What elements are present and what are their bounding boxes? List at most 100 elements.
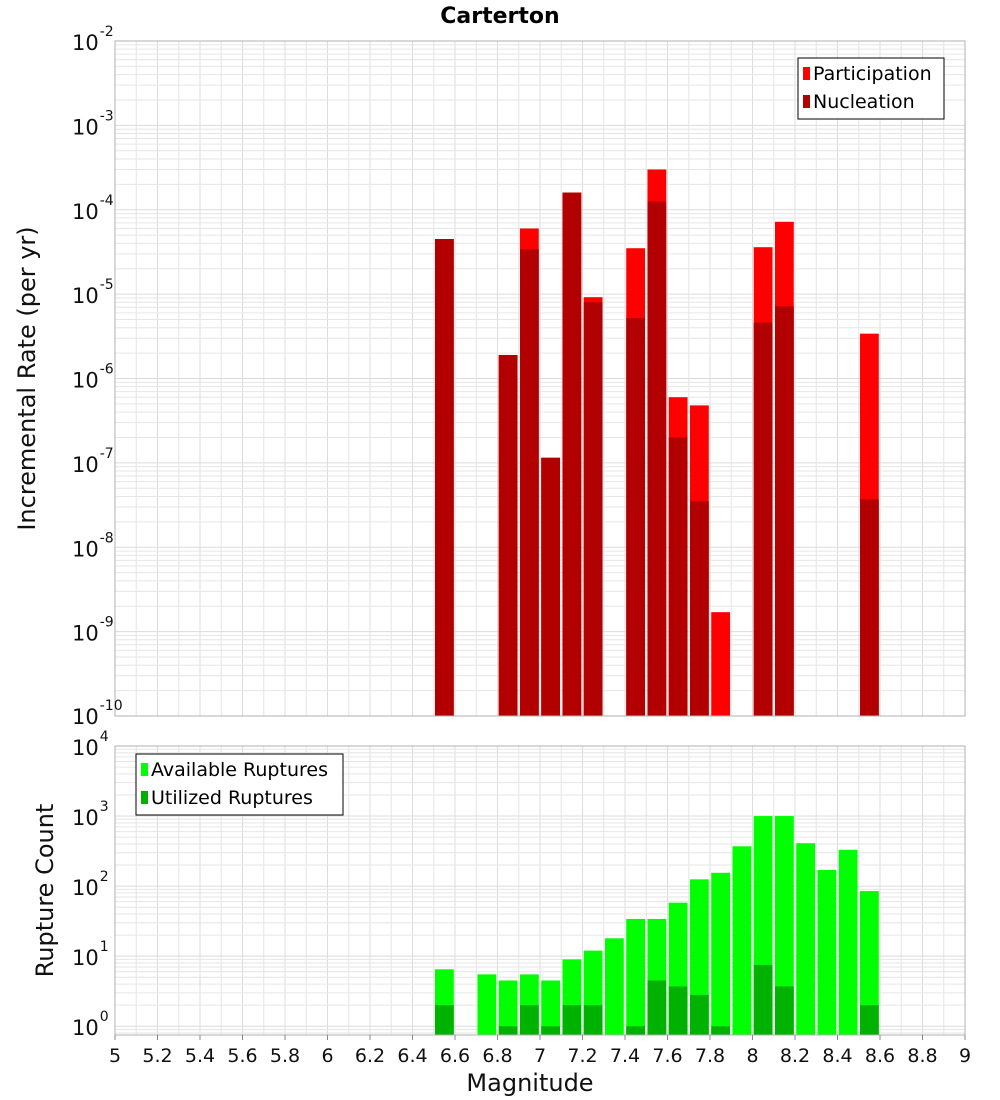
bar-available-ruptures xyxy=(541,980,561,1035)
x-tick-label: 5.8 xyxy=(270,1045,300,1067)
legend-swatch-available-ruptures xyxy=(141,763,148,776)
legend-swatch-nucleation xyxy=(803,95,810,108)
y-tick-label: 104 xyxy=(72,729,109,760)
bar-nucleation xyxy=(583,302,603,716)
bar-utilized-ruptures xyxy=(668,986,688,1035)
bar-nucleation xyxy=(647,201,667,716)
x-tick-label: 6.8 xyxy=(482,1045,512,1067)
bars xyxy=(434,169,879,717)
x-tick-label: 8.6 xyxy=(865,1045,895,1067)
horizontal-gridlines xyxy=(115,748,965,1034)
rate-panel: 10-2 10-3 10-4 10-5 10-6 10-7 10-8 10-9 10-10 Inc… xyxy=(13,24,966,729)
bar-utilized-ruptures xyxy=(541,1026,561,1035)
y-tick-labels: 10-2 10-3 10-4 10-5 10-6 10-7 10-8 10-9 10-10 xyxy=(72,24,123,729)
bar-nucleation xyxy=(668,437,688,716)
bar-available-ruptures xyxy=(817,869,837,1035)
bar-utilized-ruptures xyxy=(753,964,773,1035)
bar-nucleation xyxy=(519,249,539,716)
bar-nucleation xyxy=(541,457,561,716)
bar-nucleation xyxy=(626,318,646,716)
bar-available-ruptures xyxy=(711,872,731,1035)
x-axis-label: Magnitude xyxy=(466,1069,593,1097)
legend-label-available-ruptures: Available Ruptures xyxy=(151,759,328,781)
plot-frame xyxy=(114,40,966,717)
x-tick-label: 6.2 xyxy=(355,1045,385,1067)
bar-nucleation xyxy=(689,501,709,716)
bar-available-ruptures xyxy=(604,938,624,1035)
y-tick-label: 10-9 xyxy=(72,615,114,646)
y-tick-label: 103 xyxy=(72,799,109,830)
bar-utilized-ruptures xyxy=(434,1005,454,1035)
bar-utilized-ruptures xyxy=(774,986,794,1035)
bar-utilized-ruptures xyxy=(583,1005,603,1035)
x-tick-label: 8.8 xyxy=(907,1045,937,1067)
y-tick-label: 10-4 xyxy=(72,193,114,224)
bar-available-ruptures xyxy=(796,843,816,1035)
y-axis-label: Incremental Rate (per yr) xyxy=(13,226,41,530)
x-tick-label: 8.4 xyxy=(822,1045,852,1067)
bar-utilized-ruptures xyxy=(647,980,667,1035)
bars xyxy=(434,816,879,1035)
y-tick-label: 10-8 xyxy=(72,530,114,561)
bar-nucleation xyxy=(859,499,879,716)
legend-box xyxy=(797,57,945,120)
x-tick-label: 6.4 xyxy=(397,1045,427,1067)
y-tick-label: 10-7 xyxy=(72,446,114,477)
x-tick-label: 8 xyxy=(746,1045,758,1067)
legend-label-participation: Participation xyxy=(813,63,932,85)
legend-label-utilized-ruptures: Utilized Ruptures xyxy=(151,787,313,809)
x-tick-label: 6.6 xyxy=(440,1045,470,1067)
bar-available-ruptures xyxy=(477,974,497,1035)
y-tick-label: 10-10 xyxy=(72,698,123,729)
x-tick-label: 7.8 xyxy=(695,1045,725,1067)
y-tick-label: 10-5 xyxy=(72,277,114,308)
bar-available-ruptures xyxy=(732,846,752,1035)
y-tick-label: 101 xyxy=(72,939,109,970)
bar-utilized-ruptures xyxy=(626,1026,646,1035)
x-tick-label: 7.6 xyxy=(652,1045,682,1067)
x-tick-label: 5.6 xyxy=(227,1045,257,1067)
bar-available-ruptures xyxy=(859,891,879,1035)
chart-title: Carterton xyxy=(440,4,559,29)
bar-available-ruptures xyxy=(498,980,518,1035)
legend: Participation Nucleation xyxy=(797,57,945,120)
y-tick-label: 100 xyxy=(72,1009,109,1040)
x-tick-label: 9 xyxy=(959,1045,971,1067)
y-tick-label: 102 xyxy=(72,869,109,900)
bar-available-ruptures xyxy=(626,918,646,1035)
y-tick-labels: 104 103 102 101 100 xyxy=(72,729,109,1040)
bar-utilized-ruptures xyxy=(498,1026,518,1035)
bar-participation xyxy=(711,612,731,716)
x-tick-label: 5 xyxy=(109,1045,121,1067)
bar-nucleation xyxy=(562,192,582,717)
rupture-count-panel: 104 103 102 101 100 Rupture Count 5 5.2 5.4 5.6 5.… xyxy=(31,729,971,1097)
bar-utilized-ruptures xyxy=(711,1026,731,1035)
x-tick-label: 5.2 xyxy=(142,1045,172,1067)
bar-nucleation xyxy=(753,322,773,716)
x-tick-label: 7 xyxy=(534,1045,546,1067)
legend-swatch-utilized-ruptures xyxy=(141,791,148,804)
legend: Available Ruptures Utilized Ruptures xyxy=(135,753,344,816)
legend-box xyxy=(135,753,344,816)
x-tick-labels: 5 5.2 5.4 5.6 5.8 6 6.2 6.4 6.6 6.8 7 7.2 7.4 7.6 7.8 8… xyxy=(109,1035,971,1067)
bar-available-ruptures xyxy=(774,816,794,1035)
y-tick-label: 10-6 xyxy=(72,362,114,393)
y-tick-label: 10-3 xyxy=(72,108,114,139)
bar-utilized-ruptures xyxy=(859,1005,879,1035)
bar-utilized-ruptures xyxy=(519,1005,539,1035)
bar-available-ruptures xyxy=(838,849,858,1035)
bar-utilized-ruptures xyxy=(689,994,709,1035)
bar-nucleation xyxy=(498,354,518,716)
x-tick-label: 5.4 xyxy=(185,1045,215,1067)
series-nucleation xyxy=(434,192,879,717)
bar-nucleation xyxy=(774,306,794,716)
x-tick-label: 6 xyxy=(321,1045,333,1067)
legend-label-nucleation: Nucleation xyxy=(813,91,915,113)
x-tick-label: 7.4 xyxy=(610,1045,640,1067)
bar-utilized-ruptures xyxy=(562,1005,582,1035)
legend-swatch-participation xyxy=(803,67,810,80)
series-utilized-ruptures xyxy=(434,964,879,1035)
y-tick-label: 10-2 xyxy=(72,24,114,55)
x-tick-label: 8.2 xyxy=(780,1045,810,1067)
